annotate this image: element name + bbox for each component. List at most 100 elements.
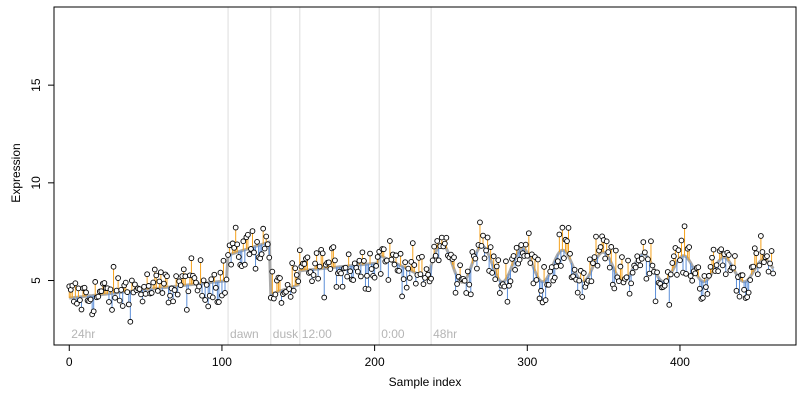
data-point — [316, 263, 323, 270]
data-point — [344, 273, 350, 280]
data-point — [373, 263, 379, 269]
data-point — [138, 291, 144, 298]
data-point — [480, 232, 486, 239]
data-point — [527, 260, 534, 266]
data-point — [686, 244, 692, 250]
data-point — [185, 288, 192, 295]
data-point — [512, 266, 518, 273]
data-point — [286, 286, 292, 292]
data-point — [504, 298, 511, 305]
data-point — [350, 277, 357, 283]
data-point — [533, 277, 540, 283]
data-point — [354, 268, 361, 275]
data-point — [83, 289, 89, 296]
data-point — [764, 253, 770, 259]
data-point — [200, 277, 207, 284]
data-point — [277, 275, 283, 281]
data-point — [619, 254, 625, 260]
data-point — [142, 290, 149, 297]
data-point — [474, 265, 480, 272]
data-point — [713, 262, 720, 268]
data-point — [542, 297, 549, 303]
data-point — [425, 271, 431, 278]
data-point — [667, 271, 674, 278]
data-point — [590, 260, 596, 267]
data-point — [558, 263, 564, 269]
data-point — [663, 278, 670, 284]
data-point — [741, 286, 747, 293]
data-point — [164, 273, 170, 280]
data-point — [487, 244, 494, 250]
data-point — [434, 238, 441, 244]
data-point — [429, 257, 436, 264]
data-point — [612, 247, 619, 254]
segment-labels: 24hr dawn dusk 12:00 0:00 48hr — [71, 327, 457, 341]
data-point — [101, 280, 108, 286]
data-point — [678, 237, 685, 244]
data-point — [196, 283, 202, 290]
data-point — [330, 244, 337, 250]
data-point — [78, 306, 85, 313]
y-tick-label: 5 — [29, 277, 43, 284]
data-point — [510, 253, 517, 259]
data-point — [315, 275, 321, 282]
data-point — [144, 271, 150, 278]
data-point — [730, 264, 737, 271]
data-point — [129, 277, 135, 284]
data-point — [81, 284, 88, 291]
data-point — [319, 250, 326, 257]
data-point — [359, 249, 366, 256]
data-point — [603, 238, 610, 245]
data-point — [751, 245, 758, 252]
data-point — [342, 264, 349, 271]
data-point — [522, 241, 529, 248]
data-point — [632, 264, 639, 271]
data-point — [110, 263, 117, 270]
data-point — [248, 246, 254, 252]
data-point — [246, 251, 253, 258]
data-point — [768, 248, 775, 254]
data-point — [269, 268, 276, 275]
data-point — [177, 282, 184, 289]
x-tick-label: 100 — [212, 355, 232, 369]
data-point — [293, 272, 300, 278]
data-point — [409, 240, 416, 246]
data-point — [431, 243, 438, 250]
data-point — [106, 299, 112, 305]
data-point — [90, 308, 97, 315]
data-point — [467, 291, 474, 298]
data-point — [203, 282, 210, 288]
data-point — [556, 231, 563, 238]
segment-label: 0:00 — [381, 327, 405, 341]
data-point — [541, 264, 547, 270]
data-point — [216, 299, 222, 305]
data-point — [649, 262, 656, 269]
data-point — [593, 233, 599, 240]
data-point — [477, 219, 483, 226]
data-point — [167, 292, 173, 299]
data-point — [254, 238, 260, 245]
data-point — [597, 244, 604, 250]
data-point — [745, 289, 752, 296]
data-point — [92, 279, 99, 285]
data-point — [289, 260, 296, 266]
data-point — [380, 246, 387, 253]
data-point — [530, 280, 537, 287]
data-point — [232, 224, 239, 231]
data-point — [205, 303, 212, 310]
data-point — [197, 257, 204, 263]
data-point — [507, 278, 514, 285]
data-point — [296, 247, 303, 254]
data-point — [718, 246, 725, 253]
data-point — [496, 290, 503, 296]
data-point — [193, 279, 199, 286]
data-point — [356, 257, 363, 264]
y-axis-title: Expression — [9, 143, 23, 202]
data-point — [733, 287, 740, 294]
data-point — [677, 257, 683, 264]
data-point — [761, 259, 767, 266]
data-point — [464, 268, 471, 275]
data-point — [241, 261, 248, 268]
data-point — [75, 285, 82, 292]
